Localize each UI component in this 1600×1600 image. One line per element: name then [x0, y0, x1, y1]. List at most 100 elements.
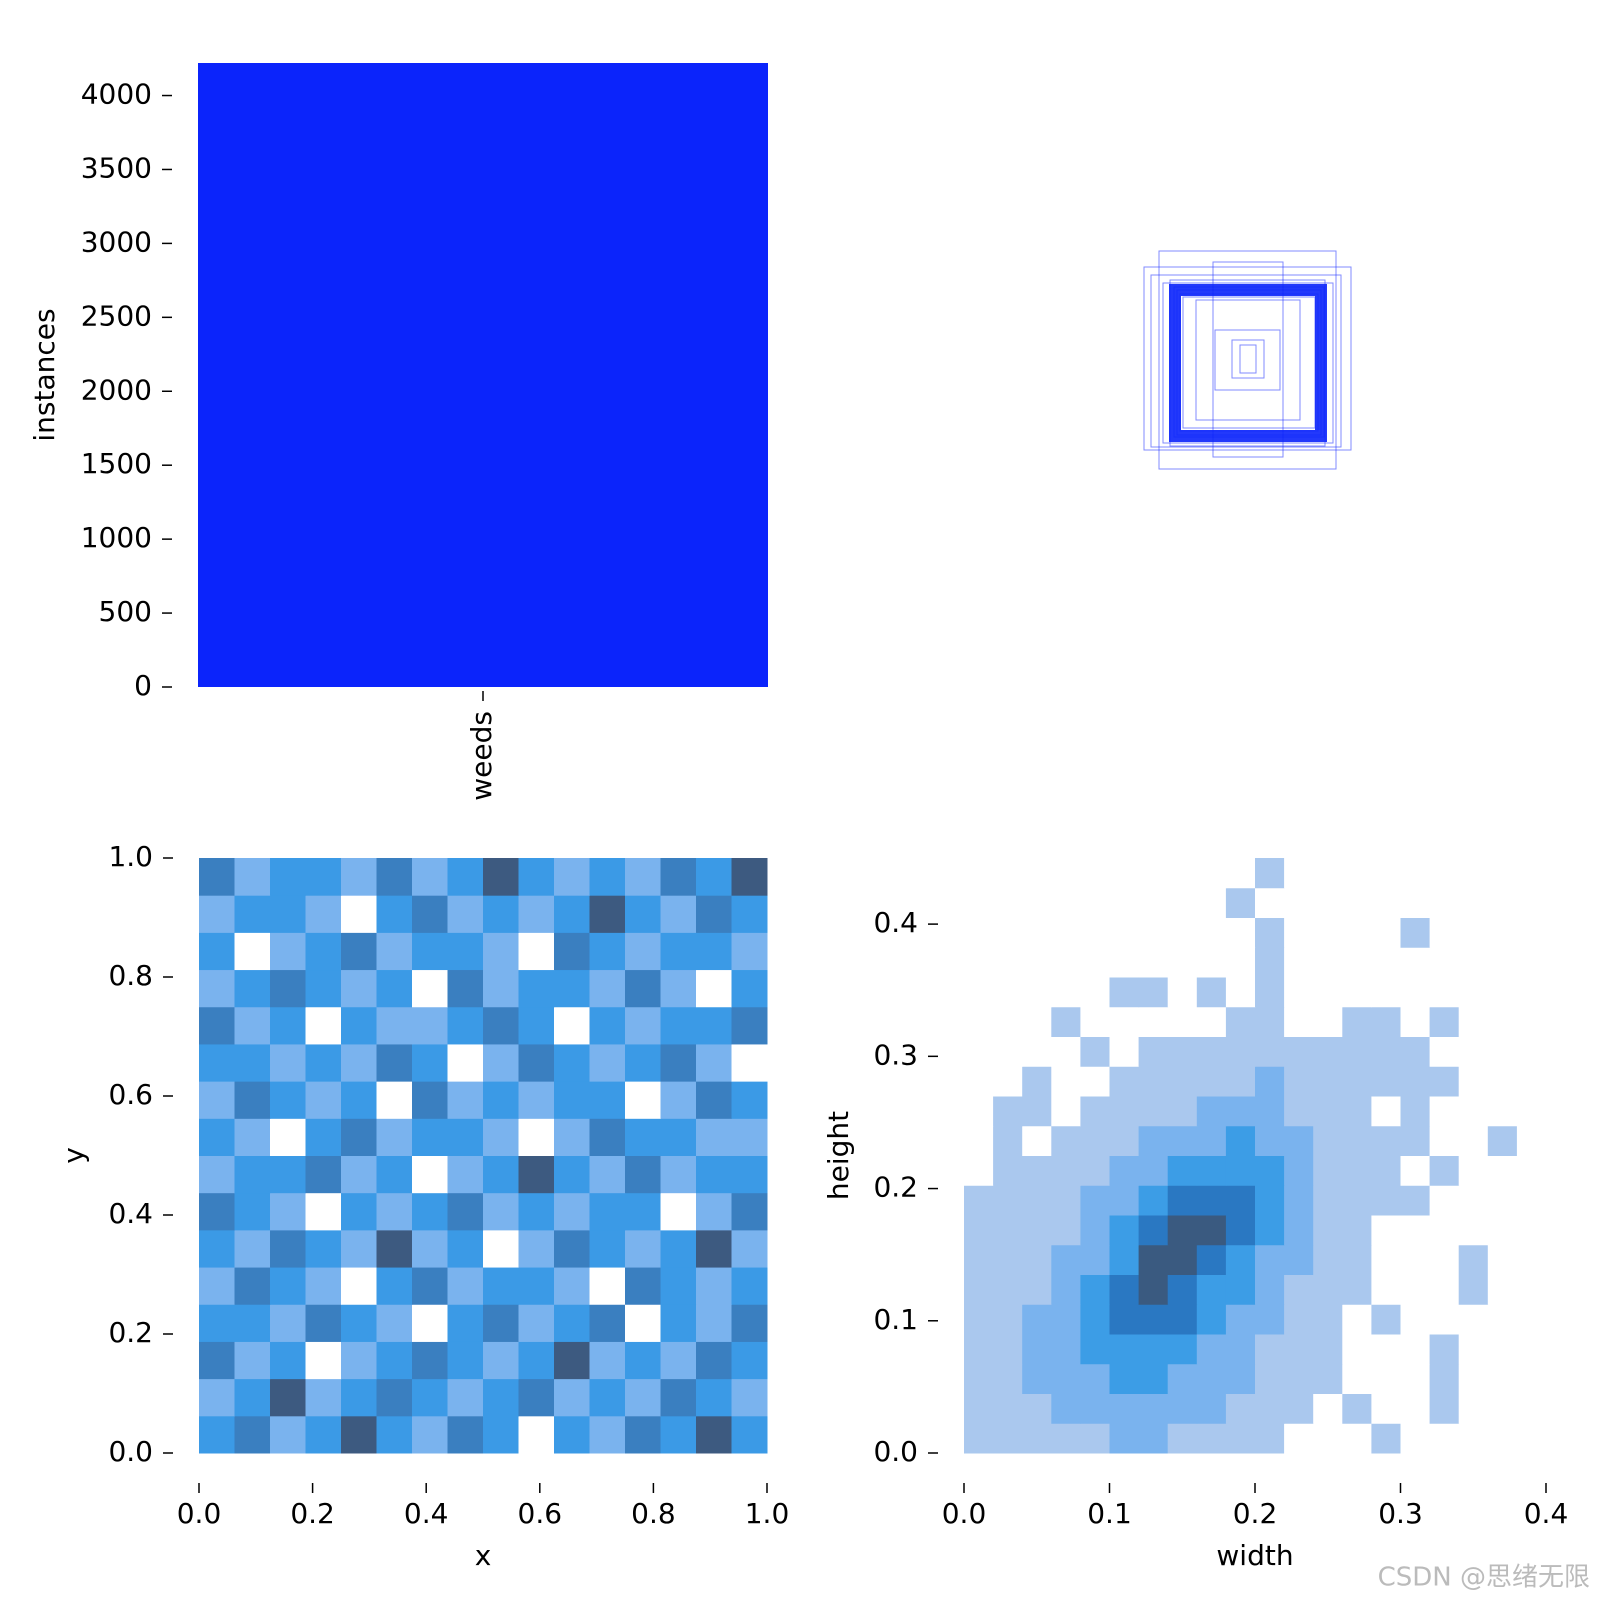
heat-cell — [1167, 1304, 1198, 1335]
heat-cell — [1487, 1036, 1518, 1067]
heat-cell — [270, 1118, 306, 1156]
heat-cell — [518, 1006, 555, 1045]
heat-cell — [1080, 1274, 1110, 1305]
heat-cell — [1429, 887, 1460, 918]
heat-cell — [964, 1215, 994, 1246]
heat-cell — [1022, 1304, 1052, 1335]
heat-cell — [1225, 1363, 1256, 1394]
heat-cell — [1342, 1393, 1372, 1424]
heat-cell — [1080, 1244, 1110, 1275]
heat-cell — [1516, 1393, 1547, 1424]
heat-cell — [483, 1229, 519, 1268]
heat-cell — [1342, 1244, 1372, 1275]
heat-cell — [447, 895, 484, 933]
heat-cell — [731, 1304, 768, 1342]
heat-cell — [1429, 947, 1460, 978]
heat-cell — [1313, 1125, 1343, 1156]
y-tick-label: 0.0 — [873, 1435, 918, 1468]
box — [1176, 289, 1322, 436]
heat-cell — [1225, 1334, 1256, 1365]
heat-cell — [1196, 1185, 1227, 1216]
heat-cell — [1371, 1274, 1401, 1305]
heat-cell — [483, 1378, 519, 1417]
heat-cell — [964, 887, 994, 918]
heat-cell — [993, 1244, 1023, 1275]
x-axis-label: x — [475, 1539, 492, 1572]
heat-cell — [1022, 887, 1052, 918]
heat-cell — [1400, 1185, 1431, 1216]
heat-cell — [1051, 1036, 1081, 1067]
heat-cell — [1255, 1185, 1285, 1216]
heat-cell — [1109, 1006, 1140, 1037]
heat-cell — [1400, 917, 1431, 948]
y-tick-label: 0.3 — [873, 1038, 918, 1071]
heat-cell — [1342, 917, 1372, 948]
heat-cell — [1051, 1155, 1081, 1186]
heat-cell — [625, 895, 661, 933]
x-tick-label: 0.2 — [1233, 1497, 1278, 1530]
heat-cell — [1371, 947, 1401, 978]
heat-cell — [1458, 1066, 1489, 1097]
x-tick-label: 0.1 — [1087, 1497, 1132, 1530]
heat-cell — [1516, 917, 1547, 948]
heat-cell — [1051, 1244, 1081, 1275]
heat-cell — [964, 1125, 994, 1156]
heat-cell — [1342, 1304, 1372, 1335]
heat-cell — [412, 858, 448, 896]
heat-cell — [1196, 1096, 1227, 1127]
heat-cell — [1284, 1066, 1314, 1097]
heat-cell — [234, 1304, 271, 1342]
heat-cell — [1051, 1334, 1081, 1365]
heat-cell — [696, 1415, 732, 1454]
box — [1179, 293, 1319, 432]
heat-cell — [1109, 1066, 1140, 1097]
heat-cell — [376, 1415, 413, 1454]
heat-cell — [1255, 917, 1285, 948]
y-tick-label: 1.0 — [108, 840, 153, 873]
heat-cell — [1429, 1125, 1460, 1156]
heat-cell — [1313, 1185, 1343, 1216]
heat-cell — [1196, 887, 1227, 918]
heat-cell — [731, 1155, 768, 1194]
heat-cell — [731, 1378, 768, 1417]
heat-cell — [1342, 1334, 1372, 1365]
heat-cell — [412, 1081, 448, 1119]
heat-cell — [554, 1192, 590, 1231]
heat-cell — [660, 1155, 697, 1194]
heat-cell — [341, 1192, 377, 1231]
heat-cell — [1458, 1096, 1489, 1127]
heat-cell — [554, 1043, 590, 1082]
heat-cell — [412, 1378, 448, 1417]
heat-cell — [964, 1155, 994, 1186]
x-tick-label: 0.2 — [290, 1497, 335, 1530]
heat-cell — [1167, 1185, 1198, 1216]
heat-cell — [1342, 1423, 1372, 1454]
heat-cell — [483, 1006, 519, 1045]
heat-cell — [1080, 1423, 1110, 1454]
heat-cell — [1109, 1125, 1140, 1156]
box — [1150, 274, 1342, 448]
heat-cell — [1313, 1423, 1343, 1454]
heat-cell — [1429, 1066, 1460, 1097]
heat-cell — [1400, 1244, 1431, 1275]
heat-cell — [483, 1155, 519, 1194]
heat-cell — [1196, 947, 1227, 978]
heat-cell — [1516, 1006, 1547, 1037]
box — [1143, 266, 1352, 451]
heat-cell — [554, 1415, 590, 1454]
heat-cell — [1313, 1393, 1343, 1424]
heat-cell — [1371, 1066, 1401, 1097]
heat-cell — [518, 1267, 555, 1305]
heat-cell — [1313, 1304, 1343, 1335]
heat-cell — [1225, 1096, 1256, 1127]
heat-cell — [447, 1043, 484, 1082]
heat-cell — [731, 1006, 768, 1045]
heat-cell — [1138, 1393, 1169, 1424]
heat-cell — [1196, 1274, 1227, 1305]
heat-cell — [1400, 858, 1431, 889]
heat-cell — [1313, 858, 1343, 889]
heat-cell — [234, 1043, 271, 1082]
heat-cell — [483, 1192, 519, 1231]
heat-cell — [993, 1423, 1023, 1454]
heat-cell — [589, 1267, 626, 1305]
